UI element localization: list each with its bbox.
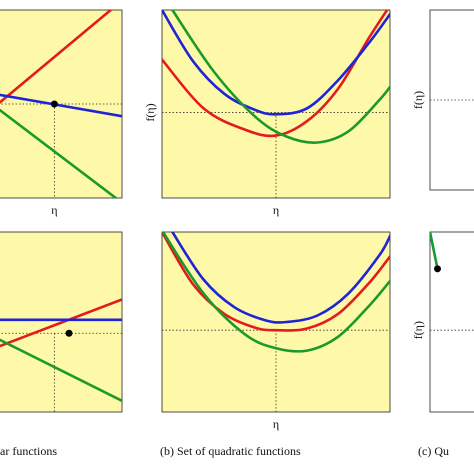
marker-point-a-bottom (65, 329, 73, 337)
series-green-a-bottom (0, 338, 122, 403)
series-blue-a-top (0, 93, 122, 118)
caption-a: ar functions (0, 444, 57, 458)
series-blue-b-bottom (171, 232, 390, 324)
y-axis-label-b-top: f(η) (143, 103, 157, 121)
x-axis-label-b-bottom: η (273, 417, 279, 431)
y-axis-label-c-bottom: f(η) (411, 321, 425, 339)
series-green-a-top (0, 108, 118, 198)
series-green-b-bottom (162, 232, 390, 353)
series-red-b-top (162, 10, 389, 138)
marker-point-c-bottom (434, 265, 441, 273)
marker-point-a-top (50, 100, 58, 108)
caption-b: (b) Set of quadratic functions (160, 444, 301, 458)
y-axis-label-c-top: f(η) (411, 91, 425, 109)
series-red-b-bottom (162, 232, 390, 332)
series-green-b-top (171, 10, 390, 144)
series-red-a-top (0, 10, 113, 105)
series-red-a-bottom (0, 298, 122, 348)
x-axis-label-b-top: η (273, 203, 279, 217)
plot-area-b-top (161, 9, 391, 199)
series-green-c-bottom (430, 232, 439, 271)
x-axis-label-a-top: η (51, 203, 57, 217)
caption-c: (c) Qu (418, 444, 449, 458)
series-blue-b-top (162, 10, 390, 116)
